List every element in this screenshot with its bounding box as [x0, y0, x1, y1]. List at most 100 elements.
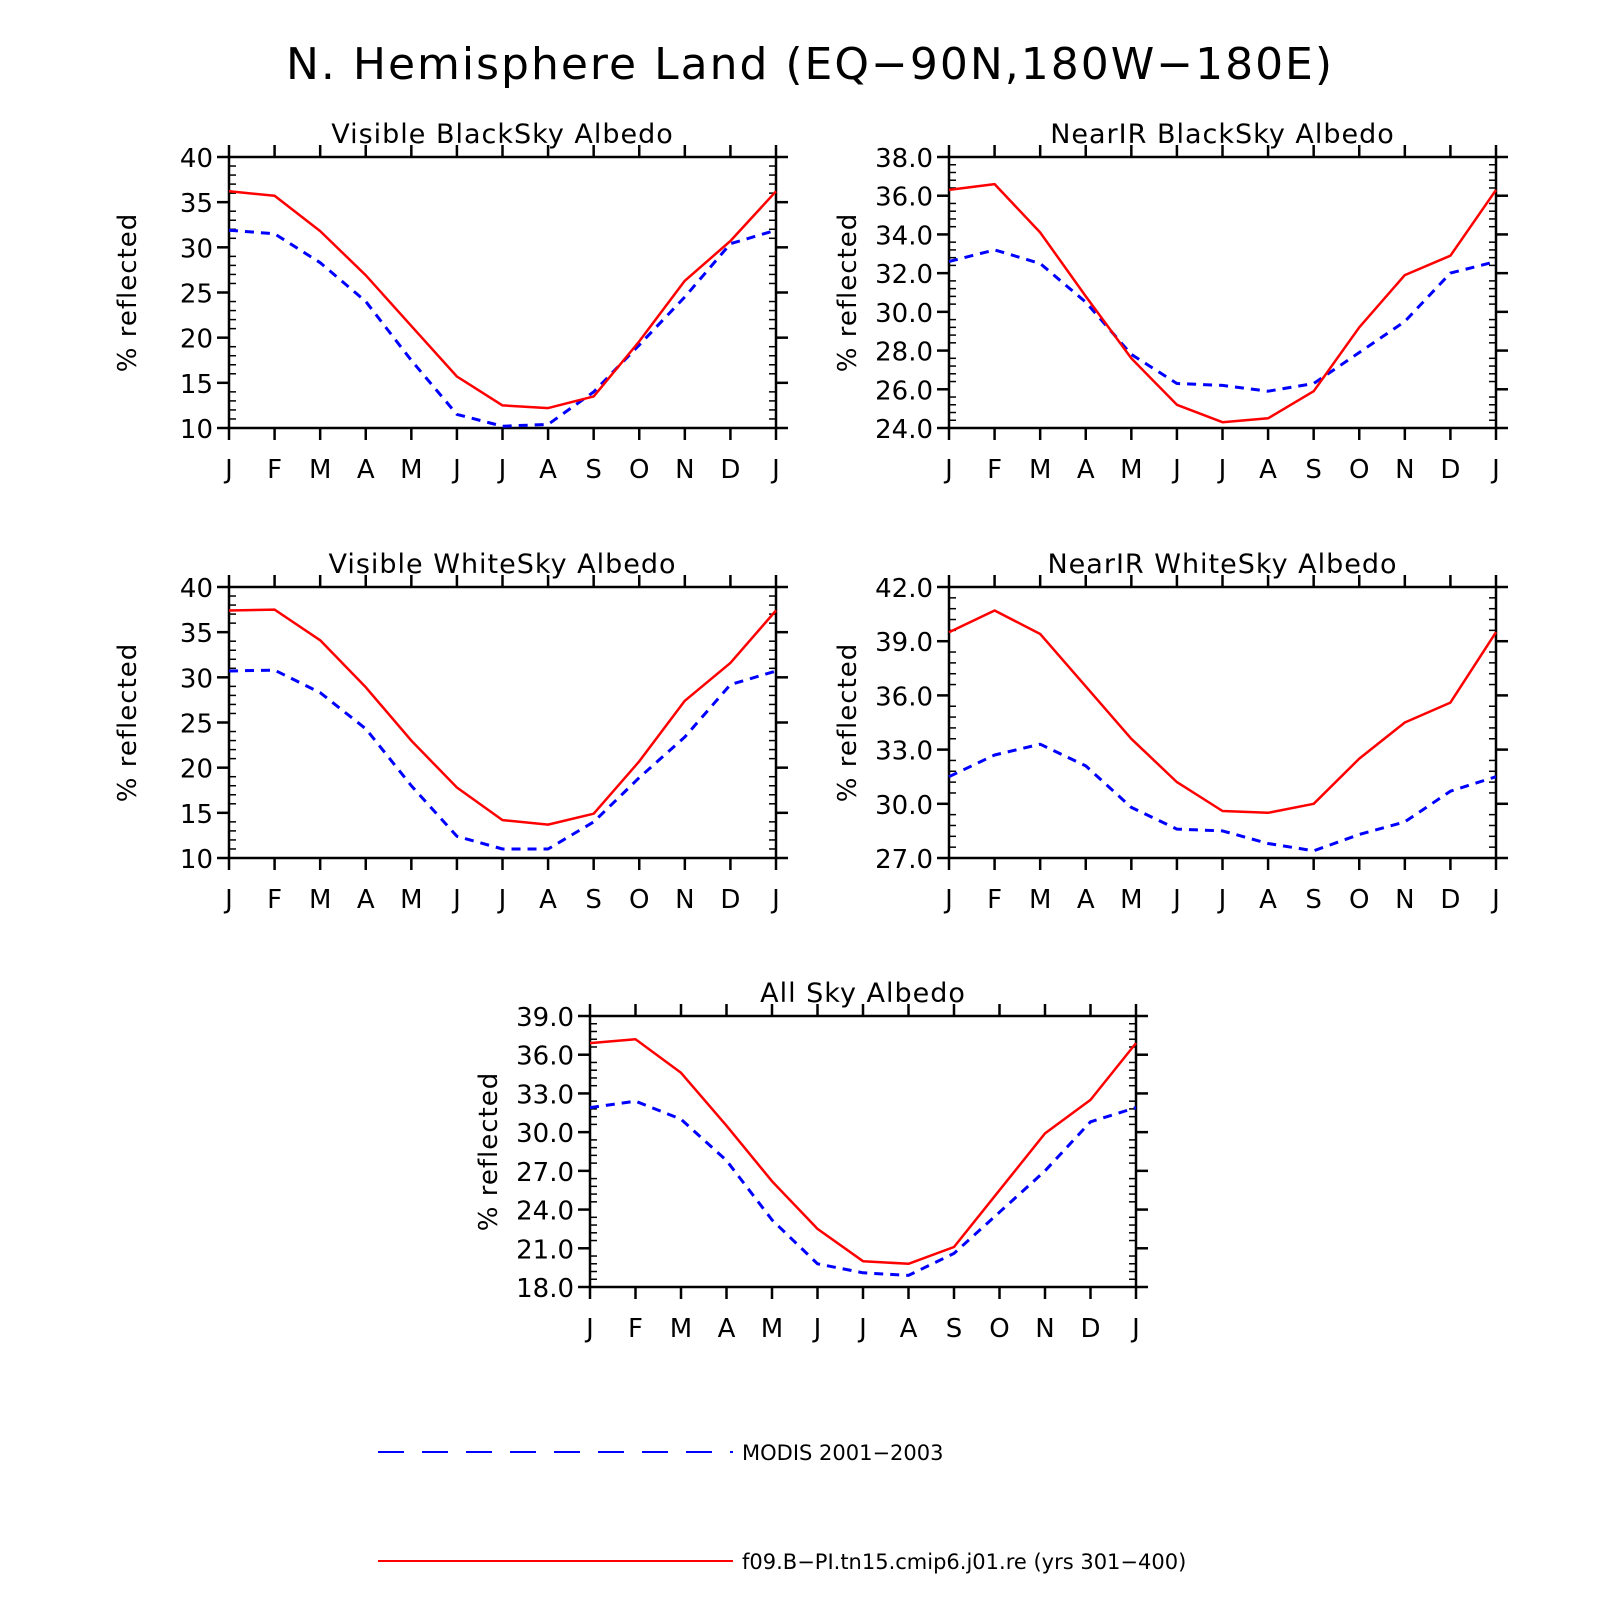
- plot-frame: [947, 155, 1498, 430]
- y-tick-label: 26.0: [875, 376, 933, 406]
- x-tick-label: M: [309, 455, 331, 485]
- x-tick-label: J: [1490, 885, 1500, 915]
- chart-title: NearIR BlackSky Albedo: [1050, 119, 1395, 150]
- x-tick-label: A: [718, 1314, 736, 1344]
- legend-label-model: f09.B−PI.tn15.cmip6.j01.re (yrs 301−400): [742, 1550, 1186, 1574]
- x-tick-label: J: [451, 885, 461, 915]
- x-tick-label: J: [497, 885, 507, 915]
- y-tick-label: 40: [180, 144, 213, 174]
- x-tick-label: M: [1029, 885, 1051, 915]
- y-tick-label: 39.0: [875, 628, 933, 658]
- plot-frame: [227, 585, 778, 860]
- y-tick-label: 30: [180, 664, 213, 694]
- x-tick-label: M: [670, 1314, 692, 1344]
- y-tick-label: 39.0: [516, 1003, 574, 1033]
- y-axis-label: % reflected: [833, 213, 863, 372]
- x-tick-label: J: [770, 455, 780, 485]
- x-tick-label: J: [857, 1314, 867, 1344]
- y-tick-label: 27.0: [516, 1158, 574, 1188]
- x-tick-label: S: [585, 455, 602, 485]
- chart-title: NearIR WhiteSky Albedo: [1047, 549, 1397, 580]
- x-tick-label: A: [900, 1314, 918, 1344]
- series-line-model: [948, 609, 1498, 815]
- series-line-modis: [589, 1099, 1137, 1277]
- y-tick-label: 10: [180, 415, 213, 445]
- x-tick-label: D: [1080, 1314, 1100, 1344]
- x-tick-label: N: [675, 885, 694, 915]
- x-tick-label: O: [1349, 885, 1369, 915]
- x-tick-label: M: [400, 455, 422, 485]
- x-tick-label: J: [943, 885, 953, 915]
- chart-title: Visible BlackSky Albedo: [331, 119, 674, 150]
- x-tick-label: O: [629, 885, 649, 915]
- x-tick-label: A: [539, 885, 557, 915]
- x-tick-label: A: [357, 455, 375, 485]
- x-tick-label: J: [497, 455, 507, 485]
- x-tick-label: A: [357, 885, 375, 915]
- y-tick-label: 30.0: [516, 1119, 574, 1149]
- legend: MODIS 2001−2003 f09.B−PI.tn15.cmip6.j01.…: [378, 1441, 1186, 1574]
- y-tick-label: 36.0: [875, 183, 933, 213]
- y-tick-label: 32.0: [875, 260, 933, 290]
- x-tick-label: J: [451, 455, 461, 485]
- y-tick-label: 20: [180, 325, 213, 355]
- y-tick-label: 38.0: [875, 144, 933, 174]
- x-tick-label: S: [1305, 455, 1322, 485]
- x-tick-label: D: [1440, 455, 1460, 485]
- x-tick-label: F: [267, 885, 282, 915]
- x-tick-label: J: [1217, 885, 1227, 915]
- y-tick-label: 10: [180, 845, 213, 875]
- x-tick-label: D: [720, 455, 740, 485]
- x-tick-label: J: [223, 455, 233, 485]
- y-axis-label: % reflected: [113, 643, 143, 802]
- y-axis-label: % reflected: [833, 643, 863, 802]
- x-tick-label: D: [1440, 885, 1460, 915]
- x-tick-label: S: [585, 885, 602, 915]
- x-tick-label: A: [539, 455, 557, 485]
- x-tick-label: M: [400, 885, 422, 915]
- x-tick-label: O: [989, 1314, 1009, 1344]
- x-tick-label: F: [267, 455, 282, 485]
- y-tick-label: 33.0: [516, 1080, 574, 1110]
- plot-frame: [588, 1014, 1138, 1289]
- x-tick-label: F: [628, 1314, 643, 1344]
- x-tick-label: O: [1349, 455, 1369, 485]
- y-tick-label: 30: [180, 234, 213, 264]
- x-tick-label: N: [1395, 885, 1414, 915]
- x-tick-label: M: [761, 1314, 783, 1344]
- x-tick-label: N: [1035, 1314, 1054, 1344]
- series-line-modis: [228, 228, 777, 428]
- series-line-modis: [228, 668, 777, 851]
- y-tick-label: 33.0: [875, 737, 933, 767]
- x-tick-label: F: [987, 455, 1002, 485]
- x-tick-label: J: [1130, 1314, 1140, 1344]
- x-tick-label: S: [1305, 885, 1322, 915]
- series-line-modis: [948, 742, 1497, 853]
- x-tick-label: J: [812, 1314, 822, 1344]
- plot-frame: [227, 155, 778, 430]
- x-tick-label: J: [584, 1314, 594, 1344]
- series-line-model: [948, 182, 1498, 424]
- x-tick-label: J: [1217, 455, 1227, 485]
- y-tick-label: 21.0: [516, 1235, 574, 1265]
- y-tick-label: 25: [180, 710, 213, 740]
- x-tick-label: J: [1171, 455, 1181, 485]
- x-tick-label: A: [1259, 455, 1277, 485]
- x-tick-label: J: [1171, 885, 1181, 915]
- x-tick-label: S: [946, 1314, 963, 1344]
- y-tick-label: 30.0: [875, 299, 933, 329]
- x-tick-label: J: [1490, 455, 1500, 485]
- y-tick-label: 28.0: [875, 338, 933, 368]
- y-axis-label: % reflected: [474, 1072, 504, 1231]
- y-tick-label: 27.0: [875, 845, 933, 875]
- y-tick-label: 18.0: [516, 1274, 574, 1304]
- x-tick-label: A: [1077, 885, 1095, 915]
- x-tick-label: M: [1029, 455, 1051, 485]
- x-tick-label: N: [675, 455, 694, 485]
